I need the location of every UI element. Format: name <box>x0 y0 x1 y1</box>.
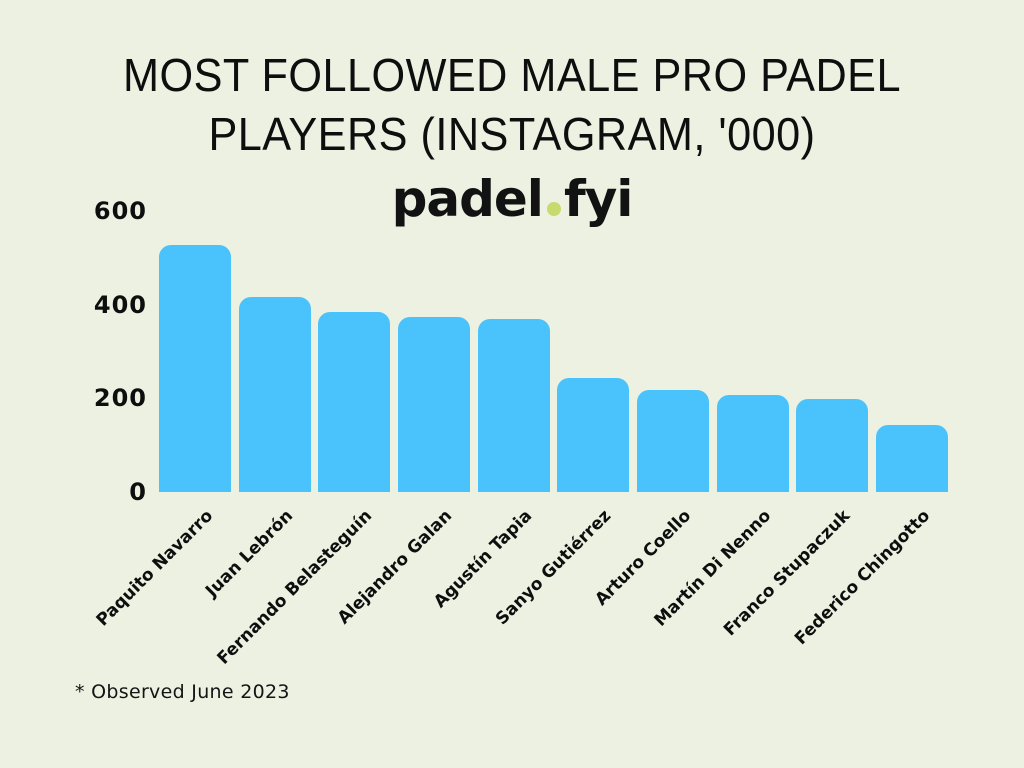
chart-title-line2: PLAYERS (INSTAGRAM, '000) <box>208 108 816 160</box>
bar-franco-stupaczuk <box>796 398 869 492</box>
y-tick-label-0: 0 <box>129 478 147 506</box>
bar-paquito-navarro <box>159 245 231 492</box>
y-tick-label-200: 200 <box>93 384 147 413</box>
logo-word-padel: padel <box>391 170 544 228</box>
bar-alejandro-galan <box>398 317 470 492</box>
y-tick-label-400: 400 <box>93 290 147 319</box>
y-tick-label-600: 600 <box>93 197 147 225</box>
bar-arturo-coello <box>637 389 709 492</box>
footnote: * Observed June 2023 <box>75 681 290 703</box>
chart-title-line1: MOST FOLLOWED MALE PRO PADEL <box>122 49 902 101</box>
chart-title: MOST FOLLOWED MALE PRO PADEL PLAYERS (IN… <box>0 46 1024 164</box>
plot-area <box>159 211 948 492</box>
bar-fernando-belasteguin <box>318 312 391 492</box>
bar-agustin-tapia <box>477 318 550 492</box>
logo-word-fyi: fyi <box>563 170 633 228</box>
bar-martin-di-nenno <box>716 395 789 492</box>
bar-federico-chingotto <box>876 425 948 492</box>
logo-dot-icon <box>546 202 561 216</box>
bar-juan-lebron <box>238 296 311 492</box>
bar-sanyo-gutierrez <box>557 378 630 492</box>
y-axis: 0 200 400 600 <box>60 197 147 506</box>
brand-logo: padel fyi <box>0 168 1024 230</box>
